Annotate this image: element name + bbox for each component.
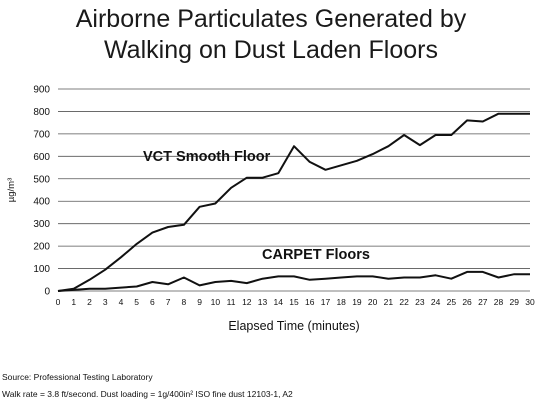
x-tick-label: 3 xyxy=(103,297,108,307)
walk-rate-note: Walk rate = 3.8 ft/second. Dust loading … xyxy=(2,389,293,399)
x-tick-label: 13 xyxy=(258,297,268,307)
x-tick-label: 0 xyxy=(56,297,61,307)
x-tick-label: 8 xyxy=(181,297,186,307)
x-tick-label: 22 xyxy=(399,297,409,307)
x-tick-label: 10 xyxy=(211,297,221,307)
x-tick-label: 25 xyxy=(447,297,457,307)
x-tick-label: 14 xyxy=(274,297,284,307)
y-axis-ticks: 0 100 200 300 400 500 600 700 800 900 xyxy=(33,85,50,298)
x-axis-label: Elapsed Time (minutes) xyxy=(228,319,359,333)
y-tick-label: 700 xyxy=(33,129,50,140)
x-tick-label: 16 xyxy=(305,297,315,307)
x-tick-label: 4 xyxy=(119,297,124,307)
x-axis-ticks: 0 1 2 3 4 5 6 7 8 9 10 11 12 13 14 15 16 17 18 19 20 21 22 23 24… xyxy=(56,297,535,307)
x-tick-label: 15 xyxy=(289,297,299,307)
x-tick-label: 30 xyxy=(525,297,535,307)
x-tick-label: 26 xyxy=(462,297,472,307)
y-axis-label: µg/m³ xyxy=(6,178,17,202)
x-tick-label: 21 xyxy=(384,297,394,307)
chart-title-line-1: Airborne Particulates Generated by xyxy=(75,5,467,33)
series-line-vct-smooth-floor xyxy=(57,112,530,292)
y-tick-label: 400 xyxy=(33,197,50,208)
x-tick-label: 24 xyxy=(431,297,441,307)
x-tick-label: 12 xyxy=(242,297,252,307)
x-tick-label: 23 xyxy=(415,297,425,307)
x-tick-label: 17 xyxy=(321,297,331,307)
x-tick-label: 29 xyxy=(510,297,520,307)
x-tick-label: 28 xyxy=(494,297,504,307)
x-tick-label: 18 xyxy=(336,297,346,307)
x-tick-label: 5 xyxy=(134,297,139,307)
y-tick-label: 800 xyxy=(33,107,50,118)
y-tick-label: 0 xyxy=(44,287,50,298)
y-tick-label: 600 xyxy=(33,152,50,163)
y-tick-label: 200 xyxy=(33,242,50,253)
y-tick-label: 500 xyxy=(33,174,50,185)
x-tick-label: 2 xyxy=(87,297,92,307)
series-label-vct: VCT Smooth Floor xyxy=(143,149,271,165)
series-label-carpet: CARPET Floors xyxy=(262,247,370,263)
y-tick-label: 900 xyxy=(33,85,50,96)
x-tick-label: 7 xyxy=(166,297,171,307)
x-tick-label: 20 xyxy=(368,297,378,307)
y-tick-label: 300 xyxy=(33,219,50,230)
series-lines xyxy=(57,112,530,292)
x-tick-label: 11 xyxy=(227,297,236,307)
source-note: Source: Professional Testing Laboratory xyxy=(2,372,153,382)
y-tick-label: 100 xyxy=(33,264,50,275)
chart-title: Airborne Particulates Generated by Walki… xyxy=(0,4,542,66)
series-labels: VCT Smooth Floor CARPET Floors xyxy=(143,149,370,263)
x-tick-label: 19 xyxy=(352,297,362,307)
chart-title-line-2: Walking on Dust Laden Floors xyxy=(104,36,438,64)
x-tick-label: 1 xyxy=(71,297,76,307)
x-tick-label: 9 xyxy=(197,297,202,307)
series-line-carpet-floors xyxy=(57,270,530,292)
x-tick-label: 27 xyxy=(478,297,488,307)
x-tick-label: 6 xyxy=(150,297,155,307)
